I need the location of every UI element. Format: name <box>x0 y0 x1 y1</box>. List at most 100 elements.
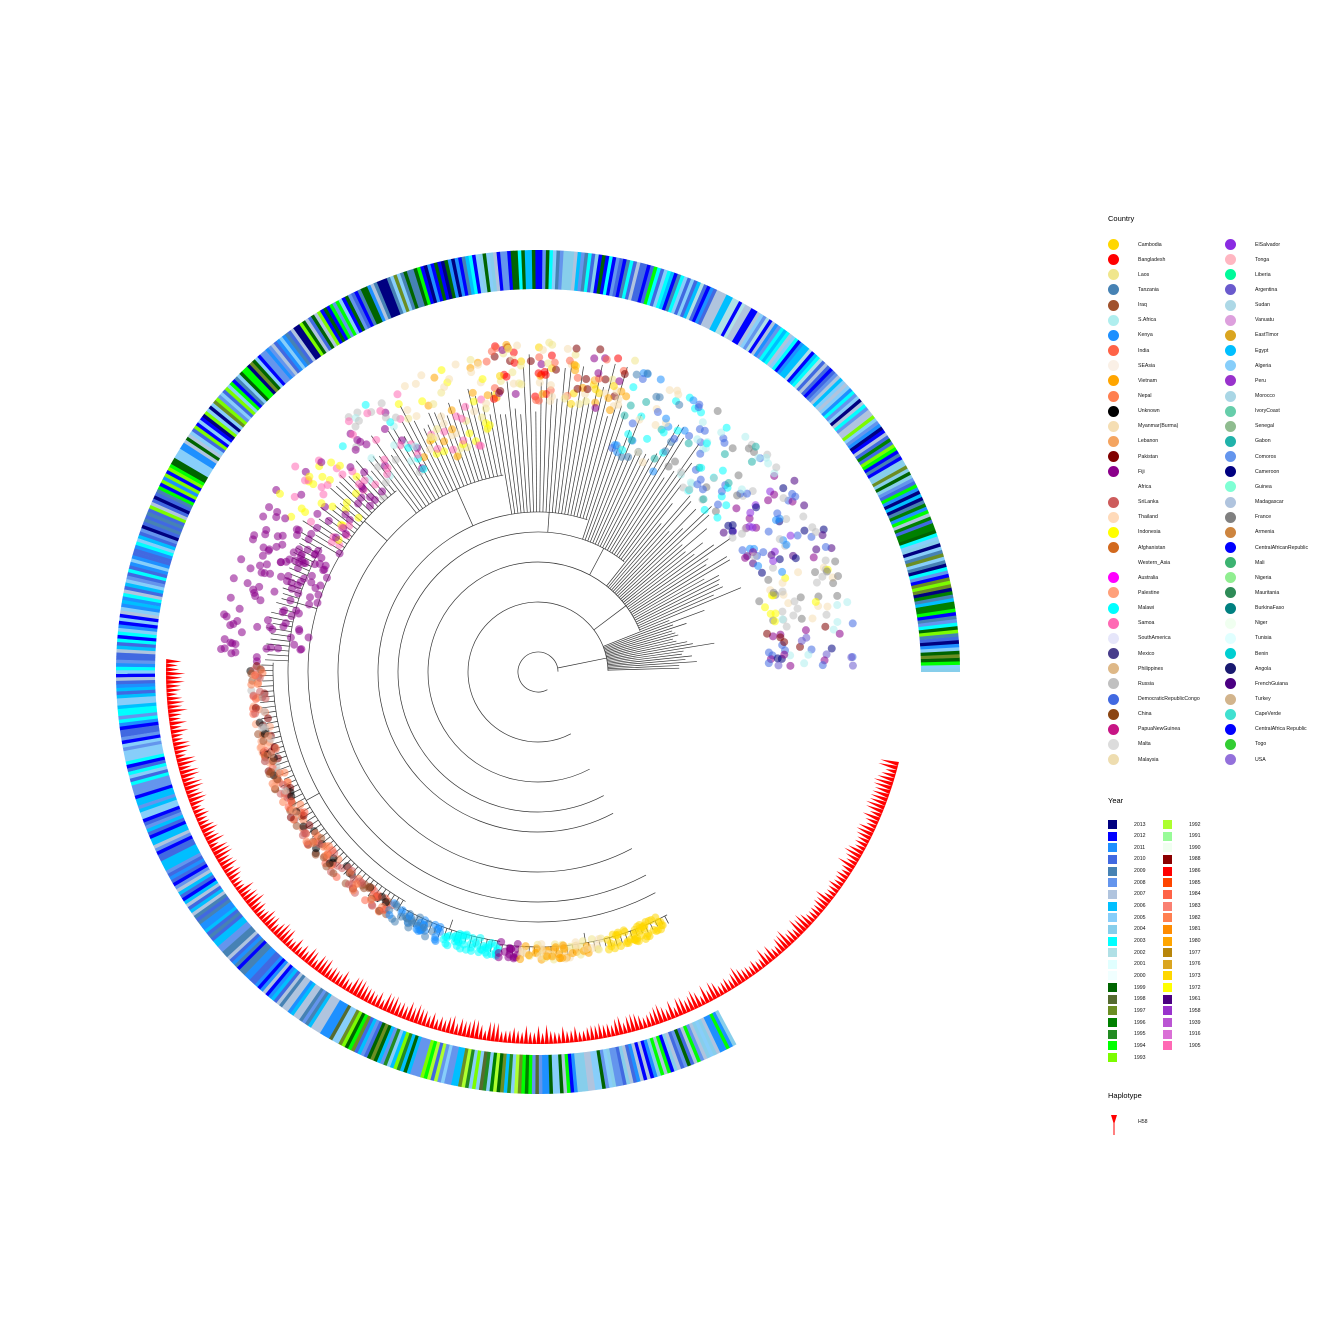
year-ring-segment <box>144 514 183 533</box>
branch-line <box>523 366 531 513</box>
year-ring-segment <box>370 1023 389 1061</box>
year-ring-segment <box>436 261 450 301</box>
year-swatch <box>1108 866 1117 876</box>
branch-line <box>602 458 650 548</box>
tip-point <box>764 648 773 657</box>
tip-point <box>440 383 449 392</box>
year-ring-segment <box>154 832 192 853</box>
country-swatch <box>1225 587 1236 599</box>
tip-point <box>821 556 830 565</box>
branch-line <box>607 659 686 667</box>
year-ring-segment <box>454 257 466 297</box>
year-ring-segment <box>116 692 156 699</box>
haplotype-mark <box>266 917 280 930</box>
tip-point <box>268 625 277 634</box>
haplotype-mark <box>428 1012 436 1029</box>
haplotype-mark <box>810 907 821 917</box>
branch-line <box>607 667 680 671</box>
branch-line <box>628 538 731 610</box>
year-ring-segment <box>510 1054 517 1094</box>
branch-line <box>413 420 450 493</box>
year-ring-segment <box>712 1011 734 1048</box>
year-swatch <box>1108 1029 1117 1039</box>
year-ring-segment <box>419 265 435 305</box>
year-ring-segment <box>132 551 171 567</box>
tip-point <box>829 625 838 634</box>
tip-point <box>582 944 591 953</box>
tip-point <box>405 912 414 921</box>
year-ring-segment <box>301 320 327 355</box>
year-ring-segment <box>176 451 212 476</box>
year-label: 1996 <box>1134 1019 1146 1026</box>
branch-line <box>584 444 620 541</box>
year-ring-segment <box>829 398 862 427</box>
branch-arc <box>287 663 656 923</box>
tip-point <box>800 659 809 668</box>
tip-point <box>643 434 652 443</box>
tip-point <box>596 345 605 354</box>
tip-point <box>297 645 306 654</box>
tip-point <box>694 403 703 412</box>
year-ring-segment <box>461 256 472 296</box>
haplotype-mark <box>880 759 899 767</box>
branch-line <box>606 503 673 587</box>
year-ring-segment <box>679 279 698 318</box>
year-ring-segment <box>903 546 942 562</box>
haplotype-mark <box>188 794 207 803</box>
haplotype-mark <box>445 1016 452 1034</box>
year-ring-segment <box>661 272 678 311</box>
tip-point <box>638 375 647 384</box>
haplotype-mark <box>617 1016 624 1035</box>
tip-point <box>534 396 543 405</box>
tip-point <box>696 475 705 484</box>
tip-point <box>800 501 809 510</box>
year-ring-segment <box>499 251 507 291</box>
branch-line <box>622 485 682 562</box>
year-ring-segment <box>124 585 164 598</box>
branch-line <box>599 453 647 547</box>
tip-point <box>609 382 618 391</box>
tip-point <box>267 750 276 759</box>
year-ring-segment <box>174 866 210 890</box>
branch-line <box>626 544 715 608</box>
tip-point <box>278 780 287 789</box>
haplotype-mark <box>181 777 196 784</box>
country-swatch <box>1108 269 1119 281</box>
year-ring-segment <box>363 1020 384 1058</box>
year-ring-segment <box>170 860 207 884</box>
tip-point <box>572 941 581 950</box>
year-ring-segment <box>913 587 953 599</box>
branch-arc <box>427 561 606 783</box>
year-ring-segment <box>257 354 286 387</box>
haplotype-mark <box>225 866 241 878</box>
branch-line <box>458 399 483 480</box>
tip-point <box>631 928 640 937</box>
country-swatch <box>1108 329 1119 341</box>
year-ring-segment <box>624 1044 638 1084</box>
haplotype-mark <box>490 1022 495 1042</box>
year-ring-segment <box>786 350 815 383</box>
year-ring-segment <box>534 250 539 290</box>
tip-point <box>728 527 737 536</box>
tip-point <box>396 441 405 450</box>
tip-point <box>304 633 313 642</box>
branch-arc <box>377 514 614 833</box>
branch-line <box>306 792 320 801</box>
year-ring-segment <box>125 578 165 592</box>
tip-point <box>311 850 320 859</box>
year-ring-segment <box>447 259 460 298</box>
haplotype-mark <box>629 1013 636 1032</box>
year-ring-segment <box>117 705 157 714</box>
year-ring-segment <box>389 1030 407 1069</box>
haplotype-mark <box>565 1030 570 1043</box>
haplotype-mark <box>344 981 353 993</box>
year-ring-segment <box>443 259 456 299</box>
tip-point <box>354 513 363 522</box>
year-ring-segment <box>275 338 303 372</box>
tip-point <box>554 950 563 959</box>
tip-point <box>624 430 633 439</box>
tip-point <box>281 786 290 795</box>
tip-point <box>342 498 351 507</box>
haplotype-mark <box>729 973 740 988</box>
year-ring-segment <box>121 734 161 745</box>
